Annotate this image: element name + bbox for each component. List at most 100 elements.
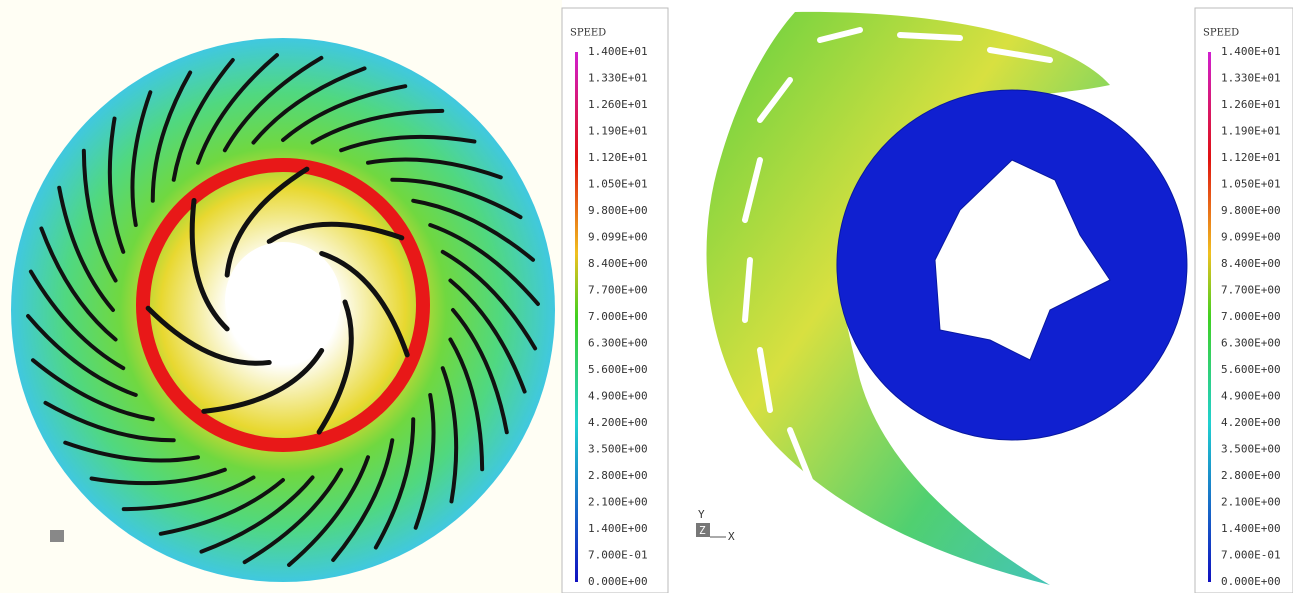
blade: [266, 221, 405, 245]
blade: [451, 308, 509, 435]
legend-box: [1194, 7, 1293, 593]
legend-title: SPEED: [570, 28, 606, 39]
slot: [742, 257, 753, 323]
blade: [390, 177, 523, 220]
blade: [196, 53, 279, 165]
blade: [242, 467, 344, 565]
legend-label: 9.099E+00: [588, 231, 648, 244]
blade: [287, 455, 370, 567]
legend-label: 7.000E+00: [588, 310, 648, 323]
blade: [189, 197, 230, 332]
blade: [331, 438, 395, 563]
slot: [742, 157, 763, 223]
legend-label: 7.700E+00: [588, 284, 648, 297]
legend-label: 6.300E+00: [588, 337, 648, 350]
rotor: [836, 89, 1188, 441]
blade: [440, 366, 459, 504]
legend-label: 7.700E+00: [1221, 284, 1281, 297]
axis-triad: [50, 530, 64, 542]
blade: [413, 393, 436, 530]
legend-label: 1.260E+01: [588, 98, 648, 111]
blade: [224, 166, 310, 278]
blade: [171, 57, 235, 182]
legend-label: 7.000E-01: [1221, 549, 1281, 562]
legend-label: 5.600E+00: [588, 363, 648, 376]
volute: [706, 11, 1110, 586]
legend-label: 9.800E+00: [1221, 204, 1281, 217]
legend-label: 8.400E+00: [588, 257, 648, 270]
blade: [440, 249, 538, 351]
legend-label: 1.050E+01: [588, 178, 648, 191]
legend-label: 1.400E+00: [588, 522, 648, 535]
legend-label: 7.000E+00: [1221, 310, 1281, 323]
blade: [121, 475, 256, 512]
legend-title: SPEED: [1203, 28, 1239, 39]
blade: [448, 278, 527, 394]
blade: [130, 90, 153, 227]
axis-label: Y: [698, 508, 705, 521]
slot: [757, 347, 773, 413]
blade: [26, 314, 138, 397]
blade: [43, 400, 176, 443]
blade: [199, 475, 315, 554]
slot: [987, 47, 1053, 63]
blade: [201, 347, 325, 414]
legend-box: [561, 7, 669, 593]
axis-label: X: [728, 530, 735, 543]
legend-label: 2.800E+00: [588, 469, 648, 482]
legend-label: 3.500E+00: [588, 443, 648, 456]
blade: [89, 467, 227, 486]
blade: [310, 108, 445, 145]
legend-label: 4.900E+00: [1221, 390, 1281, 403]
blade: [316, 299, 354, 435]
blade: [373, 417, 416, 550]
legend-label: 4.200E+00: [1221, 416, 1281, 429]
legend-label: 4.200E+00: [588, 416, 648, 429]
legend-label: 6.300E+00: [1221, 337, 1281, 350]
blade: [39, 226, 118, 342]
slot: [757, 77, 793, 123]
axis-triad: [696, 523, 710, 537]
red-ring: [136, 158, 430, 452]
legend-label: 0.000E+00: [588, 575, 648, 588]
legend-label: 1.400E+00: [1221, 522, 1281, 535]
blade: [107, 116, 126, 254]
legend-label: 8.400E+00: [1221, 257, 1281, 270]
blade: [251, 66, 367, 145]
blade: [411, 198, 536, 262]
legend-label: 0.000E+00: [1221, 575, 1281, 588]
legend-label: 1.190E+01: [588, 125, 648, 138]
axis-label: Z: [699, 524, 706, 537]
legend-label: 2.800E+00: [1221, 469, 1281, 482]
blade: [366, 157, 503, 180]
blade: [145, 305, 272, 366]
outer-blades: [26, 53, 540, 567]
legend-label: 9.099E+00: [1221, 231, 1281, 244]
blade: [448, 337, 485, 472]
slot: [787, 427, 813, 483]
slot: [897, 32, 963, 41]
legend-label: 1.400E+01: [1221, 45, 1281, 58]
blade: [222, 55, 324, 153]
legend-label: 2.100E+00: [1221, 496, 1281, 509]
color-bar: [1208, 52, 1211, 582]
slot: [817, 27, 863, 43]
blade: [81, 148, 118, 283]
legend-label: 1.330E+01: [1221, 72, 1281, 85]
hub-hole: [225, 242, 341, 358]
blade: [150, 70, 193, 203]
legend-label: 2.100E+00: [588, 496, 648, 509]
legend-label: 1.120E+01: [1221, 151, 1281, 164]
blade: [158, 478, 285, 536]
blade: [30, 358, 155, 422]
legend-label: 1.260E+01: [1221, 98, 1281, 111]
legend-label: 1.050E+01: [1221, 178, 1281, 191]
legend-label: 1.120E+01: [588, 151, 648, 164]
blade: [281, 84, 408, 142]
legend-label: 5.600E+00: [1221, 363, 1281, 376]
blade: [428, 223, 540, 306]
legend-label: 4.900E+00: [588, 390, 648, 403]
legend-label: 9.800E+00: [588, 204, 648, 217]
